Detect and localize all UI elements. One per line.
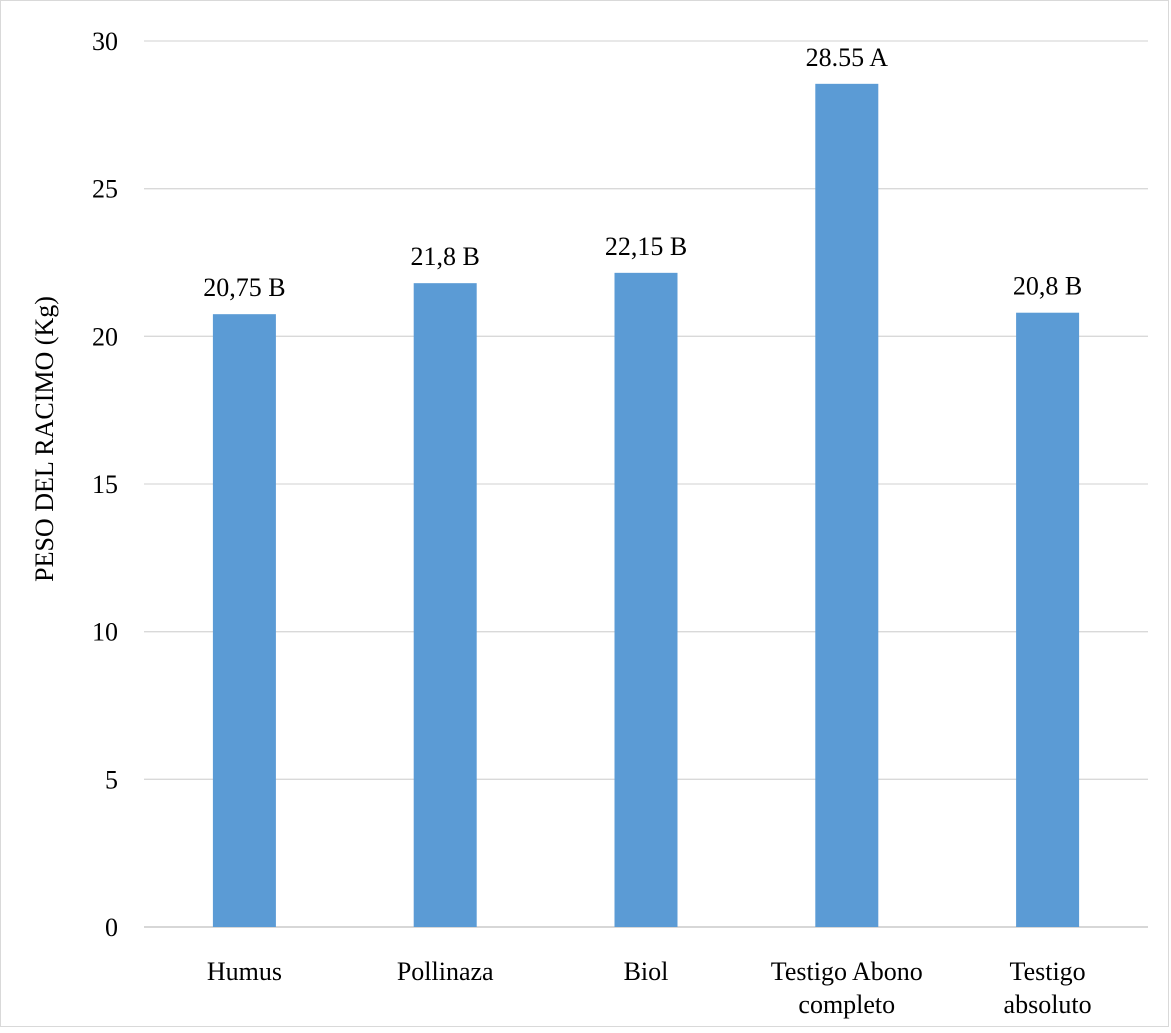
y-axis-title: PESO DEL RACIMO (Kg): [30, 296, 59, 582]
x-tick-label: Biol: [624, 957, 669, 986]
y-tick-label: 25: [92, 175, 118, 204]
data-label: 28.55 A: [806, 43, 889, 72]
bar: [413, 283, 477, 927]
x-tick-label: Humus: [207, 957, 282, 986]
x-tick-label: completo: [798, 990, 895, 1019]
bar: [614, 272, 678, 927]
y-tick-label: 0: [105, 913, 118, 942]
y-tick-label: 30: [92, 27, 118, 56]
data-label: 20,75 B: [203, 273, 285, 302]
x-tick-label: Pollinaza: [397, 957, 494, 986]
x-tick-label: Testigo: [1010, 957, 1086, 986]
data-label: 22,15 B: [605, 232, 687, 261]
data-label: 21,8 B: [411, 242, 480, 271]
x-axis-ticks: Humus Pollinaza Biol Testigo Abono completo T…: [207, 957, 1092, 1019]
y-axis-ticks: 0 5 10 15 20 25 30: [92, 27, 118, 942]
bar: [212, 314, 276, 927]
x-tick-label: Testigo Abono: [771, 957, 923, 986]
data-labels: 20,75 B 21,8 B 22,15 B 28.55 A 20,8 B: [203, 43, 1082, 302]
bars: [212, 83, 1080, 927]
y-tick-label: 15: [92, 470, 118, 499]
bar: [1016, 312, 1080, 927]
y-tick-label: 5: [105, 765, 118, 794]
y-tick-label: 20: [92, 322, 118, 351]
data-label: 20,8 B: [1013, 272, 1082, 301]
y-tick-label: 10: [92, 618, 118, 647]
x-tick-label: absoluto: [1004, 990, 1092, 1019]
bar: [815, 83, 879, 927]
